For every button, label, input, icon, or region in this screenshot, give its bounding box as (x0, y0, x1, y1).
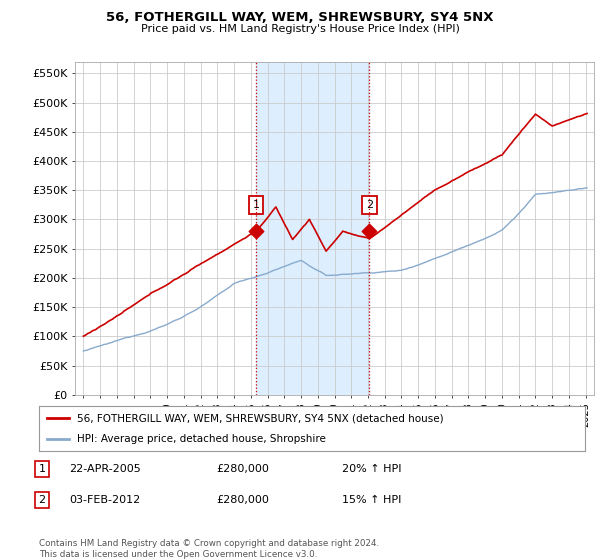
Text: 20% ↑ HPI: 20% ↑ HPI (342, 464, 401, 474)
Text: 1: 1 (38, 464, 46, 474)
Text: 1: 1 (253, 200, 259, 210)
Text: £280,000: £280,000 (216, 495, 269, 505)
Text: 56, FOTHERGILL WAY, WEM, SHREWSBURY, SY4 5NX (detached house): 56, FOTHERGILL WAY, WEM, SHREWSBURY, SY4… (77, 413, 444, 423)
Point (251, 227, 261, 236)
Text: 56, FOTHERGILL WAY, WEM, SHREWSBURY, SY4 5NX: 56, FOTHERGILL WAY, WEM, SHREWSBURY, SY4… (106, 11, 494, 24)
Text: 2: 2 (38, 495, 46, 505)
Text: 03-FEB-2012: 03-FEB-2012 (69, 495, 140, 505)
Text: HPI: Average price, detached house, Shropshire: HPI: Average price, detached house, Shro… (77, 433, 326, 444)
Bar (256, 62, 370, 395)
Point (365, 227, 374, 236)
Text: 22-APR-2005: 22-APR-2005 (69, 464, 141, 474)
Text: Price paid vs. HM Land Registry's House Price Index (HPI): Price paid vs. HM Land Registry's House … (140, 24, 460, 34)
Text: Contains HM Land Registry data © Crown copyright and database right 2024.
This d: Contains HM Land Registry data © Crown c… (39, 539, 379, 559)
Text: 2: 2 (366, 200, 373, 210)
Text: 15% ↑ HPI: 15% ↑ HPI (342, 495, 401, 505)
Text: £280,000: £280,000 (216, 464, 269, 474)
